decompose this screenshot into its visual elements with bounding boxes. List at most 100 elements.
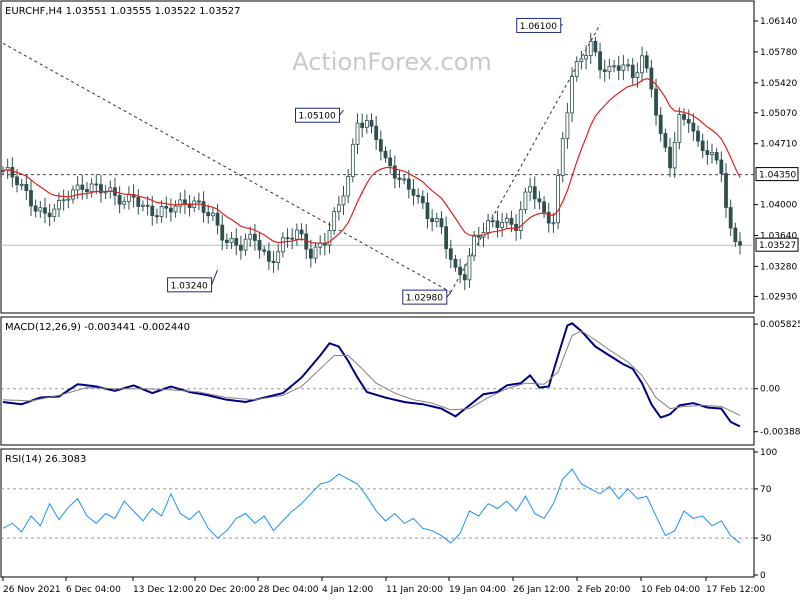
candle-body (178, 199, 183, 207)
candle-body (392, 165, 397, 179)
candle-body (71, 189, 75, 200)
time-tick-label: 13 Dec 12:00 (133, 585, 194, 595)
rsi-series-line (2, 468, 741, 544)
candle-body (229, 238, 234, 243)
candle-body (654, 88, 658, 116)
candle-body (290, 237, 295, 240)
candle-body (462, 274, 467, 281)
candle-body (635, 72, 640, 78)
candle-body (383, 150, 388, 159)
price-hlines (1, 174, 754, 246)
candle-body (458, 266, 463, 276)
candle-body (99, 184, 103, 194)
time-tick-label: 26 Jan 12:00 (513, 585, 570, 595)
candle-body (700, 140, 705, 151)
candle-body (355, 122, 360, 145)
time-tick-label: 10 Feb 04:00 (641, 585, 700, 595)
candle-body (145, 204, 150, 207)
candle-body (122, 200, 127, 205)
candle-body (416, 194, 421, 197)
candle-body (467, 255, 472, 281)
candle-body (500, 222, 505, 228)
macd-series-line (2, 322, 741, 428)
candle-body (472, 235, 477, 257)
candle-body (490, 220, 495, 223)
macd-tick-label: -0.003882 (760, 428, 800, 438)
candle-body (294, 229, 299, 240)
time-axis: 26 Nov 2021 6 Dec 04:00 13 Dec 12:00 20 Dec… (2, 577, 765, 595)
candle-body (346, 176, 351, 197)
price-pane: ActionForex.com EURCHF,H4 1.03551 1.0355… (0, 0, 799, 314)
candle-body (509, 217, 514, 225)
annotation-label: 1.06100 (520, 22, 557, 32)
price-tick-label: 1.05070 (760, 109, 797, 119)
candle-body (271, 260, 276, 264)
candle-body (598, 51, 602, 71)
candle-body (532, 186, 537, 200)
candle-body (169, 207, 173, 213)
candle-body (668, 146, 672, 169)
candle-body (61, 199, 66, 202)
candle-body (159, 206, 164, 217)
price-annotations: 1.03240 1.05100 1.02980 1.06100 (167, 17, 563, 305)
rsi-pane: RSI(14) 26.3083 100 70 30 0 (0, 448, 777, 581)
annotation-label: 1.05100 (299, 112, 336, 122)
price-tick-label: 1.04000 (760, 201, 797, 211)
annotation-label: 1.02980 (406, 294, 443, 304)
candle-body (546, 211, 551, 224)
candle-body (719, 159, 724, 174)
candle-body (19, 183, 24, 186)
time-tick-label: 19 Jan 04:00 (449, 585, 506, 595)
candle-body (257, 240, 262, 251)
candle-body (495, 220, 500, 228)
candle-body (313, 246, 318, 259)
candle-body (574, 61, 579, 77)
candle-body (579, 58, 584, 62)
candle-body (24, 183, 29, 191)
candle-body (350, 143, 355, 177)
candle-body (360, 122, 365, 128)
candle-body (364, 120, 369, 128)
candle-body (85, 189, 89, 192)
rsi-tick-label: 100 (760, 448, 777, 458)
candle-body (397, 177, 402, 180)
candle-body (588, 40, 593, 56)
candle-body (94, 183, 99, 186)
candle-body (187, 203, 192, 208)
macd-series-line (2, 330, 741, 416)
candle-body (733, 227, 738, 243)
candle-body (234, 238, 239, 246)
candle-body (640, 55, 644, 74)
candle-body (211, 212, 215, 217)
annotation-label: 1.03240 (171, 281, 208, 291)
price-marker-label: 1.04350 (759, 171, 796, 181)
candle-body (388, 157, 393, 167)
rsi-tick-label: 30 (760, 534, 772, 544)
candle-body (425, 202, 430, 220)
annotation-leader (446, 291, 452, 298)
candle-body (686, 118, 691, 124)
time-tick-label: 26 Nov 2021 (3, 585, 61, 595)
price-tick-label: 1.06140 (760, 17, 797, 27)
price-marker-label: 1.03527 (759, 241, 796, 251)
candle-body (215, 212, 220, 226)
time-tick-label: 6 Dec 04:00 (66, 585, 121, 595)
price-candles (1, 32, 742, 291)
candle-body (528, 186, 532, 193)
candle-body (33, 205, 38, 212)
candle-body (266, 250, 271, 262)
candle-body (714, 152, 719, 161)
candle-body (155, 215, 159, 218)
candle-body (682, 114, 686, 120)
candle-body (141, 204, 145, 207)
candle-body (66, 198, 71, 201)
moving-average (2, 78, 741, 245)
price-tick-label: 1.04710 (760, 140, 797, 150)
price-tick-label: 1.03640 (760, 232, 797, 242)
candle-body (518, 209, 523, 231)
macd-tick-label: 0.00 (760, 385, 780, 395)
candle-body (584, 55, 588, 60)
candle-body (705, 150, 710, 155)
candle-body (542, 201, 546, 213)
